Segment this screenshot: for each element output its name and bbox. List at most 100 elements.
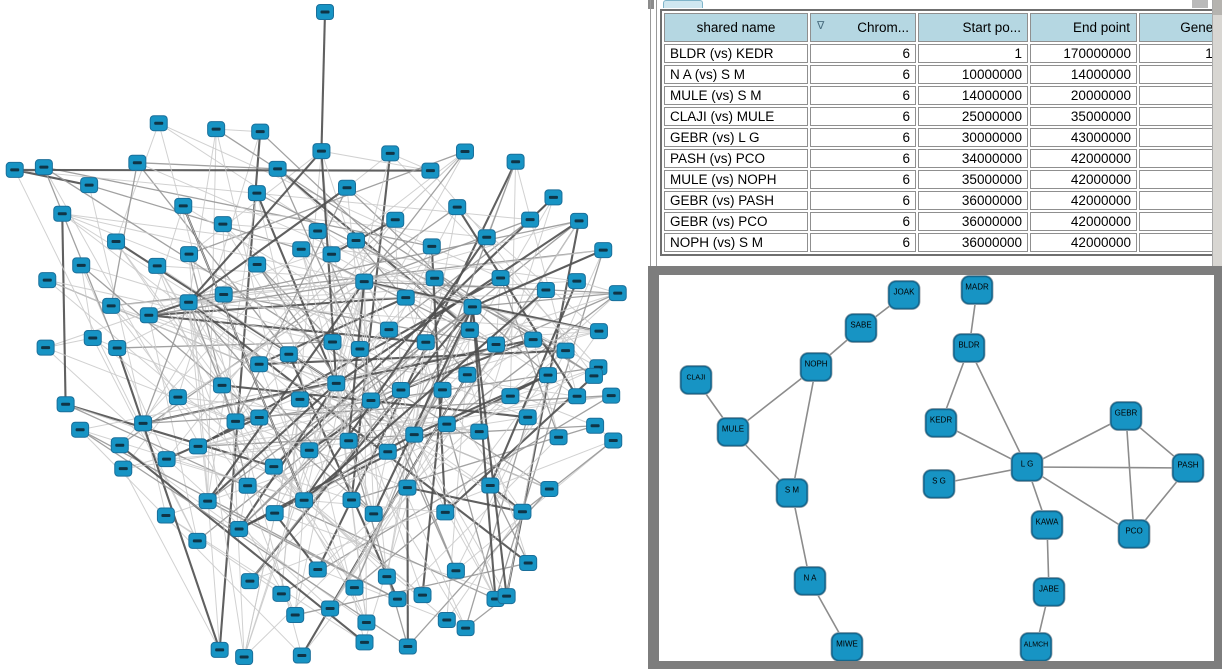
network-node[interactable] — [433, 381, 452, 398]
cell-value[interactable]: 16.9 — [1139, 128, 1222, 147]
network-node[interactable] — [168, 389, 187, 406]
network-node[interactable] — [458, 366, 477, 383]
network-node[interactable] — [391, 381, 410, 398]
column-header-shared-name[interactable]: shared name — [664, 13, 808, 42]
network-node[interactable]: CLAJI — [679, 365, 713, 395]
network-node[interactable] — [157, 451, 176, 468]
network-node[interactable]: JOAK — [887, 280, 921, 310]
cell-value[interactable]: 6 — [810, 44, 916, 63]
network-node[interactable] — [34, 159, 53, 176]
network-node[interactable] — [308, 561, 327, 578]
network-node[interactable] — [308, 223, 327, 240]
network-node[interactable] — [338, 179, 357, 196]
cell-value[interactable]: 10.5 — [1139, 170, 1222, 189]
network-node[interactable] — [210, 641, 229, 658]
network-node[interactable] — [71, 421, 90, 438]
network-node[interactable]: PASH — [1171, 453, 1205, 483]
network-node[interactable] — [272, 585, 291, 602]
network-node[interactable] — [455, 143, 474, 160]
network-node[interactable] — [53, 205, 72, 222]
panel-splitter[interactable] — [648, 0, 660, 266]
network-node[interactable] — [316, 4, 334, 20]
cell-value[interactable]: 6.6 — [1139, 65, 1222, 84]
cell-value[interactable]: 6 — [810, 233, 916, 252]
network-node[interactable] — [345, 579, 364, 596]
network-node[interactable] — [102, 297, 121, 314]
table-row[interactable]: BLDR (vs) KEDR61170000000192.0 — [664, 44, 1222, 63]
network-node[interactable] — [602, 387, 621, 404]
cell-value[interactable]: 192.0 — [1139, 44, 1222, 63]
network-node[interactable] — [448, 199, 467, 216]
network-node[interactable] — [198, 493, 217, 510]
cell-shared-name[interactable]: CLAJI (vs) MULE — [664, 107, 808, 126]
network-node[interactable] — [36, 339, 55, 356]
network-node[interactable] — [386, 211, 405, 228]
network-node[interactable] — [250, 356, 269, 373]
column-header-chromosome[interactable]: ∇ Chrom... — [810, 13, 916, 42]
network-node[interactable] — [377, 568, 396, 585]
main-network-canvas[interactable] — [0, 0, 648, 669]
network-node[interactable]: KEDR — [924, 408, 958, 438]
table-tab-chip[interactable] — [663, 0, 703, 8]
network-node[interactable]: S M — [775, 478, 809, 508]
cell-value[interactable]: 9.9 — [1139, 233, 1222, 252]
network-node[interactable] — [156, 507, 175, 524]
network-node[interactable] — [300, 442, 319, 459]
network-node[interactable] — [174, 197, 193, 214]
network-node[interactable] — [425, 270, 444, 287]
network-node[interactable] — [594, 242, 613, 259]
network-node[interactable] — [549, 429, 568, 446]
network-node[interactable] — [312, 143, 331, 160]
network-node[interactable] — [536, 282, 555, 299]
network-node[interactable] — [396, 289, 415, 306]
table-row[interactable]: CLAJI (vs) MULE625000000350000005.9 — [664, 107, 1222, 126]
network-node[interactable] — [497, 588, 516, 605]
cell-value[interactable]: 30000000 — [918, 128, 1028, 147]
cell-shared-name[interactable]: NOPH (vs) S M — [664, 233, 808, 252]
network-node[interactable] — [213, 216, 232, 233]
network-node[interactable] — [378, 443, 397, 460]
network-node[interactable] — [463, 298, 482, 315]
network-node[interactable] — [268, 160, 287, 177]
network-node[interactable] — [513, 503, 532, 520]
network-node[interactable]: N A — [793, 566, 827, 596]
cell-value[interactable]: 8.9 — [1139, 191, 1222, 210]
network-node[interactable]: MIWE — [830, 632, 864, 662]
network-node[interactable] — [180, 246, 199, 263]
cell-shared-name[interactable]: MULE (vs) NOPH — [664, 170, 808, 189]
network-node[interactable] — [518, 409, 537, 426]
table-row[interactable]: MULE (vs) NOPH6350000004200000010.5 — [664, 170, 1222, 189]
network-node[interactable] — [5, 161, 24, 178]
network-node[interactable] — [265, 505, 284, 522]
cell-value[interactable]: 6 — [810, 212, 916, 231]
network-node[interactable] — [107, 233, 126, 250]
network-node[interactable] — [436, 504, 455, 521]
cell-shared-name[interactable]: PASH (vs) PCO — [664, 149, 808, 168]
filter-icon[interactable]: ∇ — [817, 20, 825, 32]
network-node[interactable] — [134, 415, 153, 432]
network-node[interactable]: NOPH — [799, 352, 833, 382]
subnetwork-canvas[interactable]: JOAK MADR SABE NOPH CLAJI BLDR MULE KEDR GEBR L G… — [659, 275, 1214, 661]
network-node[interactable] — [189, 438, 208, 455]
network-node[interactable] — [251, 123, 270, 140]
network-node[interactable] — [56, 396, 75, 413]
column-header-genetic[interactable]: Genetic... — [1139, 13, 1222, 42]
network-node[interactable] — [339, 432, 358, 449]
cell-value[interactable]: 1 — [918, 44, 1028, 63]
column-header-end-point[interactable]: End point — [1030, 13, 1137, 42]
network-node[interactable] — [519, 555, 538, 572]
network-node[interactable] — [179, 294, 198, 311]
cell-value[interactable]: 14000000 — [1030, 65, 1137, 84]
cell-shared-name[interactable]: GEBR (vs) PASH — [664, 191, 808, 210]
network-node[interactable] — [286, 607, 305, 624]
cell-value[interactable]: 14000000 — [918, 86, 1028, 105]
network-node[interactable] — [456, 620, 475, 637]
network-node[interactable] — [421, 162, 440, 179]
cell-value[interactable]: 8.4 — [1139, 212, 1222, 231]
network-node[interactable] — [446, 562, 465, 579]
network-node[interactable] — [148, 257, 167, 274]
network-node[interactable] — [398, 638, 417, 655]
network-node[interactable] — [80, 177, 99, 194]
cell-value[interactable]: 35000000 — [1030, 107, 1137, 126]
cell-value[interactable]: 6 — [810, 149, 916, 168]
